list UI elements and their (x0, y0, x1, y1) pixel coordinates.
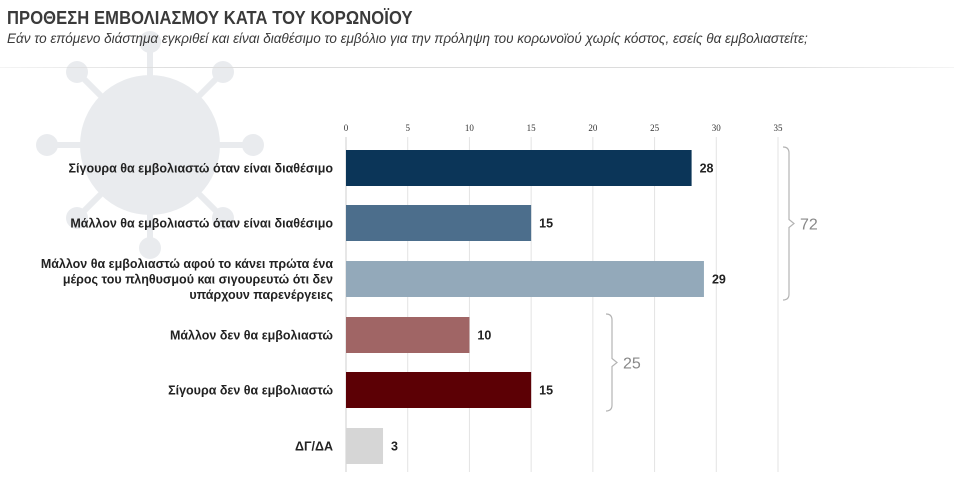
data-label: 15 (539, 384, 553, 398)
category-label: Μάλλον θα εμβολιαστώ όταν είναι διαθέσιμ… (70, 217, 333, 231)
data-label: 3 (391, 440, 398, 454)
category-label: υπάρχουν παρενέργειες (189, 288, 333, 302)
x-tick-label: 35 (774, 123, 784, 133)
category-label: Σίγουρα δεν θα εμβολιαστώ (168, 384, 333, 398)
bar (346, 150, 692, 186)
data-label: 28 (700, 162, 714, 176)
category-label: Μάλλον δεν θα εμβολιαστώ (170, 329, 333, 343)
x-tick-label: 25 (650, 123, 660, 133)
x-tick-label: 5 (405, 123, 410, 133)
chart-header: ΠΡΟΘΕΣΗ ΕΜΒΟΛΙΑΣΜΟΥ ΚΑΤΑ ΤΟΥ ΚΟΡΩΝΟΪΟΥ Ε… (7, 8, 954, 46)
data-label: 29 (712, 273, 726, 287)
category-label: μέρος του πληθυσμού και σιγουρευτώ ότι δ… (63, 273, 333, 287)
group-bracket (782, 146, 795, 301)
group-total-label: 25 (623, 356, 641, 373)
group-bracket (605, 313, 618, 412)
x-tick-label: 20 (588, 123, 598, 133)
group-total-label: 72 (800, 217, 818, 234)
data-label: 15 (539, 217, 553, 231)
bar (346, 261, 704, 297)
x-tick-label: 10 (465, 123, 475, 133)
bar (346, 317, 470, 353)
category-label: ΔΓ/ΔΑ (295, 440, 333, 454)
bar (346, 372, 532, 408)
chart-title: ΠΡΟΘΕΣΗ ΕΜΒΟΛΙΑΣΜΟΥ ΚΑΤΑ ΤΟΥ ΚΟΡΩΝΟΪΟΥ (7, 8, 413, 28)
bar (346, 205, 532, 241)
coronavirus-watermark (36, 31, 264, 259)
x-tick-label: 0 (344, 123, 349, 133)
category-label: Σίγουρα θα εμβολιαστώ όταν είναι διαθέσι… (69, 162, 334, 176)
data-label: 10 (477, 329, 491, 343)
x-tick-label: 15 (527, 123, 537, 133)
category-label: Μάλλον θα εμβολιαστώ αφού το κάνει πρώτα… (41, 257, 334, 271)
bar (346, 428, 384, 464)
header-divider (0, 67, 954, 68)
chart-subtitle: Εάν το επόμενο διάστημα εγκριθεί και είν… (7, 31, 808, 46)
x-tick-label: 30 (712, 123, 722, 133)
